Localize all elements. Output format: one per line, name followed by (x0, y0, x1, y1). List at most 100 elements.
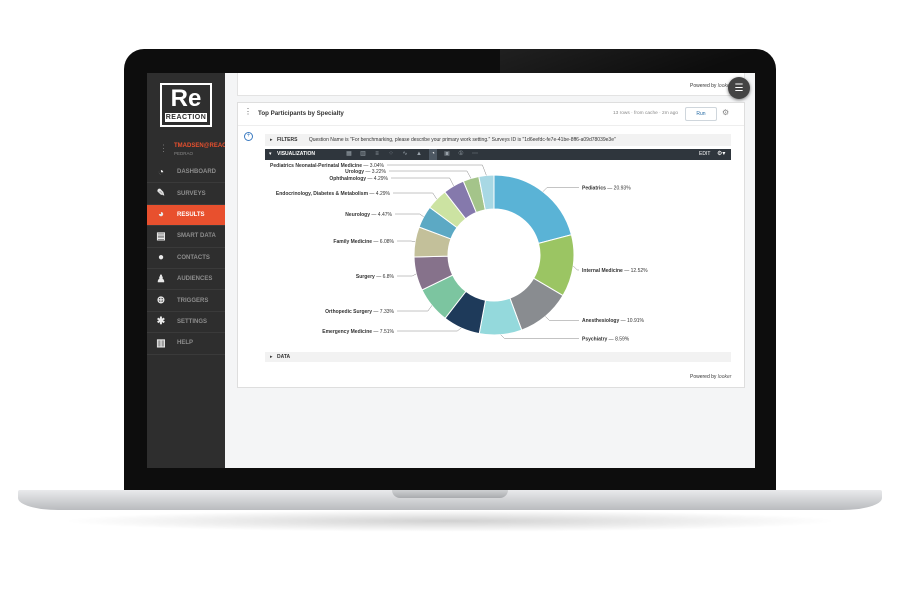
slice-label-name: Psychiatry (582, 337, 608, 343)
run-button[interactable]: Run (685, 107, 717, 121)
bar-viz-icon[interactable]: ≡ (375, 151, 379, 157)
slice-label: Endocrinology, Diabetes & Metabolism — 4… (276, 191, 391, 197)
slice-label: Orthopedic Surgery — 7.33% (325, 309, 394, 315)
sidebar-item-smart-data[interactable]: ▤ SMART DATA (147, 226, 225, 248)
column-viz-icon[interactable]: ▥ (360, 151, 366, 157)
slice-label: Emergency Medicine — 7.51% (322, 329, 394, 335)
viz-settings-icon[interactable]: ⚙▾ (717, 151, 726, 157)
leader-line (397, 273, 417, 277)
more-viz-icon[interactable]: ⋯ (472, 151, 478, 157)
dashboard-icon-glyph: ◔ (157, 166, 165, 178)
help-books-icon: ▥ (154, 338, 168, 349)
gear-icon: ✱ (154, 316, 168, 327)
pencil-icon-glyph: ✎ (156, 188, 166, 200)
slice-label-name: Emergency Medicine (322, 329, 372, 335)
people-icon-glyph: ♟ (156, 273, 166, 285)
leader-line (389, 170, 472, 179)
caret-down-icon[interactable]: ▾ (269, 151, 272, 157)
slice-label: Urology — 3.22% (345, 169, 386, 175)
caret-right-icon: ▸ (270, 137, 273, 143)
sidebar-item-label: SETTINGS (177, 318, 208, 325)
slice-label-value: — 20.93% (606, 185, 631, 191)
powered-by-text: Powered by (690, 374, 717, 380)
tile-options-icon[interactable]: ⋮ (244, 107, 252, 116)
pie-viz-icon[interactable]: ◔ (429, 149, 437, 160)
leader-line (397, 240, 416, 243)
more-vertical-icon[interactable]: ⋮ (159, 143, 168, 153)
slice-label-value: — 3.22% (364, 169, 387, 175)
sidebar-item-label: SURVEYS (177, 190, 206, 197)
user-name: TMADSEN@REAC... (174, 143, 232, 149)
pie-slice[interactable] (493, 174, 573, 244)
slice-label-value: — 4.47% (370, 212, 393, 218)
slice-label-name: Urology (345, 169, 364, 175)
laptop-shadow (60, 510, 840, 532)
sidebar-item-help[interactable]: ▥ HELP (147, 333, 225, 355)
main-content: Powered by looker ☰ ⋮ Top Participants b… (225, 73, 755, 468)
slice-label-name: Internal Medicine (582, 268, 623, 274)
people-icon: ♟ (154, 274, 168, 285)
slice-label: Surgery — 6.8% (356, 274, 395, 280)
menu-icon: ☰ (734, 82, 744, 94)
logo-subtext: REACTION (165, 113, 207, 122)
looker-logo: looker (717, 83, 732, 89)
caret-right-icon: ▸ (270, 354, 273, 360)
data-bar[interactable]: ▸ DATA (265, 352, 731, 362)
sidebar-item-audiences[interactable]: ♟ AUDIENCES (147, 269, 225, 291)
line-viz-icon[interactable]: ∿ (402, 151, 408, 157)
filters-summary: Question Name is "For benchmarking, plea… (308, 137, 616, 143)
sidebar-item-triggers[interactable]: ⊕ TRIGGERS (147, 290, 225, 312)
single-value-viz-icon[interactable]: ① (458, 151, 464, 157)
dashboard-icon: ◔ (154, 167, 168, 178)
slice-label-value: — 6.8% (375, 274, 395, 280)
leader-line (500, 334, 579, 339)
looker-logo: looker (717, 374, 732, 380)
leader-line (395, 213, 424, 218)
previous-tile: Powered by looker (237, 73, 745, 96)
slice-label: Anesthesiology — 10.91% (582, 318, 645, 324)
add-icon[interactable]: + (244, 132, 253, 141)
slice-label-value: — 3.04% (362, 163, 385, 169)
map-viz-icon[interactable]: ▣ (444, 151, 450, 157)
settings-gear-icon[interactable]: ⚙ (722, 108, 730, 117)
pencil-icon: ✎ (154, 188, 168, 199)
table-viz-icon[interactable]: ▦ (346, 151, 352, 157)
slice-label: Neurology — 4.47% (345, 212, 392, 218)
cache-status: 13 rows · from cache · 2m ago (613, 111, 679, 116)
user-menu[interactable]: ⋮ TMADSEN@REAC... PEDRAO (147, 141, 232, 159)
slice-label-name: Ophthalmology (329, 176, 366, 182)
leader-line (573, 265, 579, 271)
slice-label-value: — 4.29% (368, 191, 391, 197)
slice-label: Psychiatry — 8.59% (582, 337, 630, 343)
hamburger-menu-button[interactable]: ☰ (728, 77, 750, 99)
sidebar-item-label: SMART DATA (177, 233, 216, 240)
sidebar-item-label: RESULTS (177, 211, 205, 218)
sidebar-item-settings[interactable]: ✱ SETTINGS (147, 312, 225, 334)
leader-line (393, 192, 437, 200)
slice-label-name: Neurology (345, 212, 370, 218)
sidebar-item-surveys[interactable]: ✎ SURVEYS (147, 183, 225, 205)
filters-bar[interactable]: ▸ FILTERS Question Name is "For benchmar… (265, 134, 731, 146)
edit-button[interactable]: EDIT (699, 151, 711, 157)
tile-header: ⋮ Top Participants by Specialty 13 rows … (238, 103, 744, 126)
sidebar-item-dashboard[interactable]: ◔ DASHBOARD (147, 162, 225, 184)
slice-label: Family Medicine — 6.08% (333, 239, 394, 245)
filters-label: FILTERS (277, 137, 298, 143)
slice-label: Ophthalmology — 4.29% (329, 176, 388, 182)
pie-slice[interactable] (478, 174, 495, 211)
sidebar-item-label: CONTACTS (177, 254, 210, 261)
sidebar-item-results[interactable]: ◕ RESULTS (147, 204, 225, 227)
slice-label-value: — 4.29% (366, 176, 389, 182)
powered-by-top: Powered by looker (690, 83, 731, 89)
slice-label-name: Pediatrics Neonatal-Perinatal Medicine (270, 163, 362, 169)
scatter-viz-icon[interactable]: ⁘ (388, 151, 394, 157)
slice-label-name: Pediatrics (582, 185, 606, 191)
slice-label-name: Orthopedic Surgery (325, 309, 372, 315)
help-books-icon-glyph: ▥ (156, 337, 166, 349)
sidebar-item-contacts[interactable]: ● CONTACTS (147, 248, 225, 269)
visualization-label[interactable]: VISUALIZATION (277, 151, 315, 157)
app-logo[interactable]: Re REACTION (160, 83, 212, 127)
leader-line (545, 316, 579, 321)
area-viz-icon[interactable]: ▲ (416, 151, 422, 157)
leader-line (387, 164, 487, 176)
